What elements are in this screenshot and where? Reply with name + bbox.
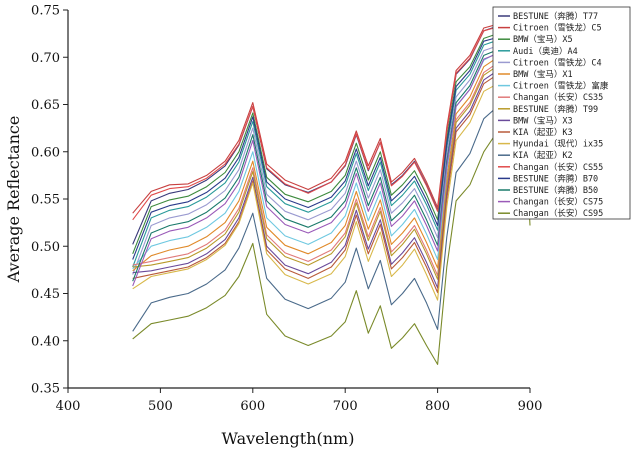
legend-entry: Changan（长安）CS95 (513, 208, 603, 219)
series-line (132, 60, 531, 277)
x-tick-label: 800 (425, 399, 450, 414)
series-line (132, 68, 531, 289)
x-tick-label: 700 (333, 399, 358, 414)
legend-entry: Hyundai（现代）ix35 (513, 139, 603, 150)
legend-entry: KIA（起亚）K3 (513, 127, 573, 138)
legend-entry: Changan（长安）CS75 (513, 197, 603, 208)
y-tick-label: 0.35 (31, 382, 60, 397)
legend-entry: Changan（长安）CS35 (513, 92, 603, 103)
legend: BESTUNE（奔腾）T77Citroen（雪铁龙）C5BMW（宝马）X5Aud… (492, 6, 631, 220)
series-line (132, 45, 531, 275)
y-tick-label: 0.50 (31, 240, 60, 255)
x-tick-label: 400 (56, 399, 81, 414)
x-tick-label: 600 (240, 399, 265, 414)
y-ticks: 0.35 0.40 0.45 0.50 0.55 0.60 0.65 0.70 0.75 (31, 4, 68, 397)
x-tick-label: 900 (518, 399, 543, 414)
legend-entry: Citroen（雪铁龙）C5 (513, 23, 602, 34)
legend-entry: BMW（宝马）X1 (513, 69, 573, 80)
y-axis-title: Average Reflectance (4, 116, 23, 284)
legend-entry: Changan（长安）CS55 (513, 162, 603, 173)
y-tick-label: 0.40 (31, 334, 60, 349)
series-line (132, 81, 531, 301)
y-tick-label: 0.75 (31, 4, 60, 19)
x-tick-label: 500 (148, 399, 173, 414)
series-line (132, 52, 531, 287)
y-tick-label: 0.70 (31, 51, 60, 66)
series-line (132, 23, 531, 214)
series-line (132, 102, 531, 332)
x-ticks: 400 500 600 700 800 900 (56, 388, 543, 414)
series-line (132, 71, 531, 294)
y-tick-label: 0.45 (31, 287, 60, 302)
y-tick-label: 0.60 (31, 145, 60, 160)
legend-entry: Audi（奥迪）A4 (513, 46, 578, 57)
legend-box (492, 6, 631, 220)
series-line (132, 39, 531, 268)
series-line (132, 63, 531, 280)
series-line (132, 33, 531, 255)
legend-entry: BESTUNE（奔腾）B50 (513, 185, 598, 196)
legend-entry: Citroen（雪铁龙）C4 (513, 57, 602, 68)
series-line (132, 36, 531, 260)
legend-entry: BESTUNE（奔腾）T99 (513, 104, 598, 115)
legend-entry: BMW（宝马）X5 (513, 34, 573, 45)
legend-entry: BESTUNE（奔腾）B70 (513, 173, 598, 184)
legend-entry: BMW（宝马）X3 (513, 115, 573, 126)
series-group (132, 23, 531, 365)
series-line (132, 26, 531, 221)
y-tick-label: 0.55 (31, 193, 60, 208)
legend-entry: Citroen（雪铁龙）富康 (513, 81, 609, 92)
series-line (132, 54, 531, 272)
legend-entry: BESTUNE（奔腾）T77 (513, 11, 598, 22)
x-axis-title: Wavelength(nm) (222, 429, 355, 448)
series-line (132, 124, 531, 365)
series-line (132, 49, 531, 282)
y-tick-label: 0.65 (31, 98, 60, 113)
legend-entry: KIA（起亚）K2 (513, 150, 573, 161)
